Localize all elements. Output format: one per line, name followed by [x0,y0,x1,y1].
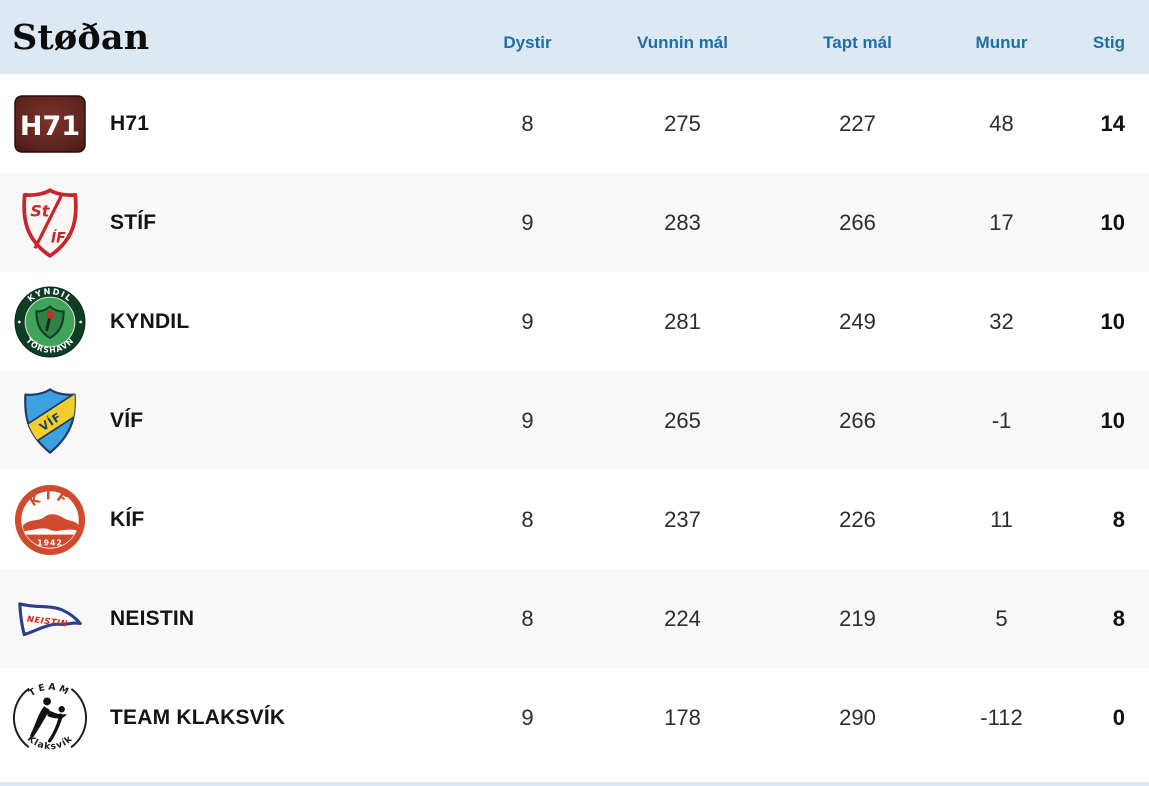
svg-text:H71: H71 [20,111,80,142]
stig-value: 14 [1100,110,1125,136]
svg-text:ÍF: ÍF [51,228,66,246]
team-logo-cell: VÍF [0,386,100,456]
table-row: St ÍF STÍF 9 283 266 17 10 [0,173,1149,272]
stig-value: 10 [1100,407,1125,433]
stig-value: 8 [1112,506,1125,532]
table-header: Støðan Dystir Vunnin mál Tapt mál Munur … [0,0,1149,74]
stig-value: 8 [1112,605,1125,631]
munur-value: -112 [980,704,1023,730]
footer-gap [0,767,1149,782]
tapt-mal-value: 249 [839,308,876,334]
team-row: KÍF 1942 KÍF 8 237 226 11 8 [0,470,1149,569]
page-title: Støðan [12,16,150,58]
vunnin-mal-value: 283 [664,209,701,235]
neistin-logo: NEISTIN [18,601,82,636]
tapt-mal-value: 219 [839,605,876,631]
column-header-vunnin-mal: Vunnin mál [637,33,728,52]
column-header-tapt-mal: Tapt mál [823,33,892,52]
standings-rows: H71 H71 8 275 227 48 14 St ÍF STÍF 9 283 [0,74,1149,767]
column-header-stig: Stig [1092,33,1125,52]
dystir-value: 9 [521,308,534,334]
dystir-value: 8 [521,605,534,631]
dystir-value: 9 [521,209,534,235]
dystir-value: 8 [521,506,534,532]
team-klaksvik-logo: TEAM Klaksvík [12,680,88,755]
stig-value: 10 [1100,308,1125,334]
team-name: KÍF [110,507,145,531]
team-logo-cell: St ÍF [0,187,100,259]
kif-logo: KÍF 1942 [14,484,86,555]
table-row: TEAM Klaksvík TEAM KLAKSVÍK 9 178 290 -1… [0,668,1149,767]
tapt-mal-value: 227 [839,110,876,136]
kyndil-logo: KYNDIL TÓRSHAVN [14,286,86,358]
tapt-mal-value: 226 [839,506,876,532]
team-logo-cell: KYNDIL TÓRSHAVN [0,286,100,358]
munur-value: 32 [989,308,1014,334]
vunnin-mal-value: 224 [664,605,701,631]
team-logo-cell: NEISTIN [0,595,100,643]
tapt-mal-value: 266 [839,209,876,235]
dystir-value: 9 [521,704,534,730]
team-name: KYNDIL [110,309,190,333]
vif-logo: VÍF [24,387,76,454]
munur-value: -1 [991,407,1012,433]
team-logo-cell: H71 [0,94,100,153]
munur-value: 5 [995,605,1008,631]
column-header-munur: Munur [975,33,1028,52]
team-logo-cell: TEAM Klaksvík [0,679,100,757]
vunnin-mal-value: 178 [664,704,701,730]
svg-text:1942: 1942 [37,538,63,547]
team-name: NEISTIN [110,606,195,630]
column-header-dystir: Dystir [503,33,552,52]
table-row: H71 H71 8 275 227 48 14 [0,74,1149,173]
vunnin-mal-value: 237 [664,506,701,532]
munur-value: 48 [989,110,1014,136]
h71-logo: H71 [14,94,86,153]
munur-value: 11 [990,506,1013,532]
team-logo-cell: KÍF 1942 [0,484,100,556]
team-name: TEAM KLAKSVÍK [110,705,286,729]
table-row: KYNDIL TÓRSHAVN KYNDIL 9 281 249 32 10 [0,272,1149,371]
stig-value: 0 [1112,704,1125,730]
svg-text:St: St [30,201,50,220]
vunnin-mal-value: 281 [664,308,701,334]
svg-text:NEISTIN: NEISTIN [26,613,68,628]
table-row: NEISTIN NEISTIN 8 224 219 5 8 [0,569,1149,668]
team-name: H71 [110,111,150,135]
tapt-mal-value: 290 [839,704,876,730]
stig-value: 10 [1100,209,1125,235]
team-name: STÍF [110,210,157,234]
stif-logo: St ÍF [22,187,78,258]
tapt-mal-value: 266 [839,407,876,433]
table-row: VÍF VÍF 9 265 266 -1 10 [0,371,1149,470]
svg-text:Klaksvík: Klaksvík [25,733,75,752]
team-name: VÍF [110,408,144,432]
dystir-value: 9 [521,407,534,433]
dystir-value: 8 [521,110,534,136]
vunnin-mal-value: 275 [664,110,701,136]
next-section-strip [0,782,1149,786]
munur-value: 17 [989,209,1014,235]
vunnin-mal-value: 265 [664,407,701,433]
